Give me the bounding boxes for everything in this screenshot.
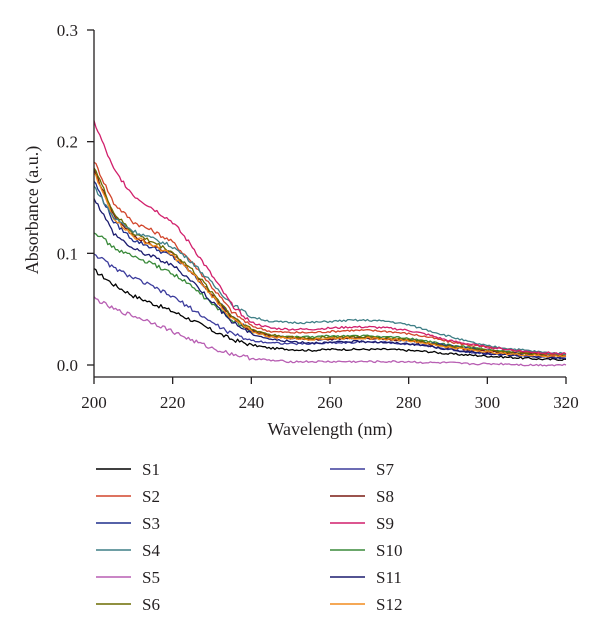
x-ticks: 200 220 240 260 280 300 320: [81, 377, 579, 412]
x-tick-label: 300: [475, 393, 501, 412]
legend-label-s5: S5: [142, 568, 160, 587]
x-tick-label: 200: [81, 393, 107, 412]
series-line-s2: [93, 161, 566, 356]
y-tick-label: 0.1: [57, 244, 78, 263]
series-line-s5: [93, 296, 567, 367]
legend-label-s2: S2: [142, 487, 160, 506]
legend-label-s1: S1: [142, 460, 160, 479]
legend-label-s4: S4: [142, 541, 160, 560]
x-axis-title: Wavelength (nm): [267, 419, 392, 440]
legend: S1 S2 S3 S4 S5 S6 S7 S8 S9 S10 S11 S12: [96, 460, 402, 614]
legend-label-s9: S9: [376, 514, 394, 533]
legend-label-s10: S10: [376, 541, 402, 560]
legend-label-s6: S6: [142, 595, 160, 614]
legend-label-s8: S8: [376, 487, 394, 506]
y-tick-label: 0.2: [57, 133, 78, 152]
y-tick-label: 0.0: [57, 356, 78, 375]
series-line-s4: [93, 185, 567, 356]
series-line-s11: [93, 198, 567, 360]
plot-lines: [93, 120, 567, 367]
x-tick-label: 320: [553, 393, 579, 412]
legend-label-s11: S11: [376, 568, 402, 587]
axes: [93, 30, 566, 378]
y-tick-label: 0.3: [57, 21, 78, 40]
x-tick-label: 260: [317, 393, 343, 412]
legend-label-s12: S12: [376, 595, 402, 614]
x-tick-label: 280: [396, 393, 422, 412]
x-tick-label: 220: [160, 393, 186, 412]
legend-label-s7: S7: [376, 460, 394, 479]
series-line-s1: [93, 267, 567, 361]
x-tick-label: 240: [239, 393, 265, 412]
y-ticks: 0.0 0.1 0.2 0.3: [57, 21, 94, 375]
series-line-s9: [93, 120, 567, 356]
legend-label-s3: S3: [142, 514, 160, 533]
series-line-s12: [93, 172, 567, 358]
y-axis-title: Absorbance (a.u.): [22, 146, 43, 274]
